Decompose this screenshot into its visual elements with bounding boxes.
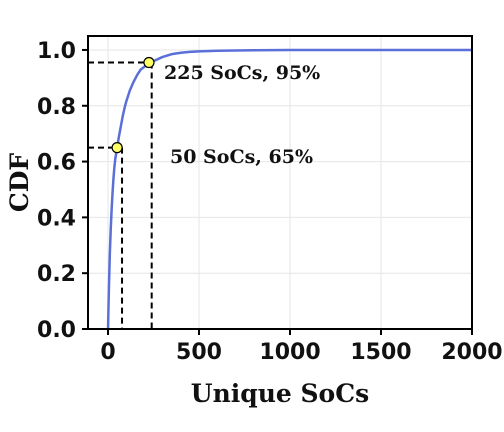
y-tick-label: 0.6 xyxy=(37,151,76,176)
y-tick-label: 0.2 xyxy=(37,262,76,287)
y-tick-label: 0.8 xyxy=(37,95,76,120)
x-axis-title: Unique SoCs xyxy=(191,379,369,408)
x-axis-ticks: 0 500 1000 1500 2000 xyxy=(100,329,503,365)
y-tick-label: 0.0 xyxy=(37,318,76,343)
y-tick-label: 1.0 xyxy=(37,39,76,64)
reference-lines xyxy=(88,61,153,329)
y-axis-title: CDF xyxy=(5,153,34,213)
x-tick-label: 2000 xyxy=(441,340,502,365)
x-tick-label: 1500 xyxy=(350,340,411,365)
cdf-line xyxy=(106,48,472,330)
x-tick-label: 1000 xyxy=(259,340,320,365)
annotation-markers: 50 SoCs, 65% 225 SoCs, 95% xyxy=(111,56,320,168)
plot-frame xyxy=(87,35,473,330)
x-tick-label: 500 xyxy=(176,340,222,365)
annotation-marker xyxy=(143,56,155,69)
y-tick-label: 0.4 xyxy=(37,206,76,231)
annotation-marker xyxy=(111,142,123,154)
annotation-label: 50 SoCs, 65% xyxy=(170,146,313,168)
annotation-label: 225 SoCs, 95% xyxy=(164,62,320,84)
x-tick-label: 0 xyxy=(100,340,115,365)
series-layer xyxy=(106,48,472,330)
y-axis-ticks: 0.0 0.2 0.4 0.6 0.8 1.0 xyxy=(37,39,88,343)
